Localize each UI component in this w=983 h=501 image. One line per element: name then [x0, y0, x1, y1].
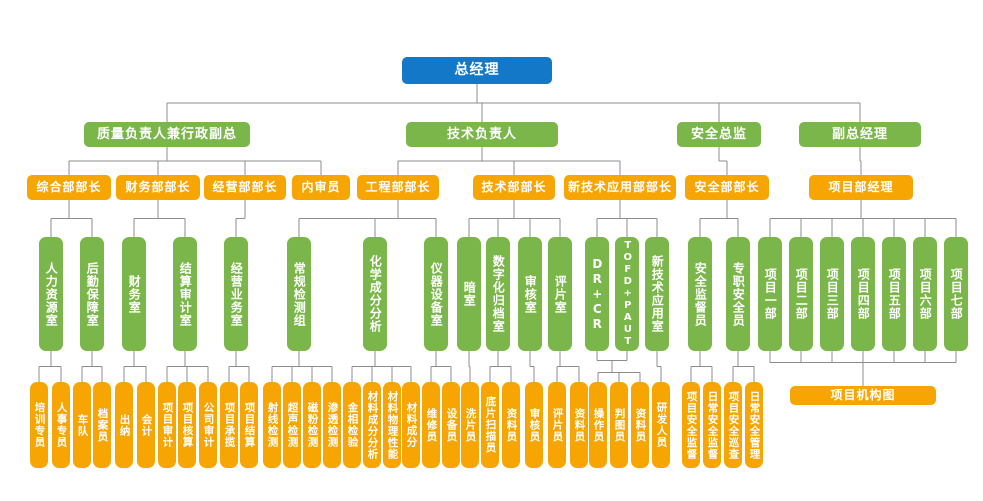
node-hr-office: 人力资源室 [39, 237, 63, 351]
node-project-safety-inspection: 项目安全巡查 [724, 382, 742, 468]
node-internal-auditor: 内审员 [292, 175, 350, 200]
node-project-dept-1: 项目一部 [758, 237, 782, 351]
node-data-clerk-2: 资料员 [570, 382, 588, 468]
node-motorcade: 车队 [73, 382, 91, 468]
node-data-clerk-1: 资料员 [502, 382, 520, 468]
node-project-accounting: 项目核算 [178, 382, 196, 468]
node-safety-supervisor: 安全监督员 [688, 237, 712, 351]
node-project-org-chart: 项目机构图 [790, 386, 936, 405]
node-review-office: 审核室 [518, 237, 542, 351]
node-new-tech-dept-head: 新技术应用部部长 [564, 175, 676, 200]
node-chemical-analysis: 化学成分分析 [363, 237, 387, 351]
node-technical-dept-head: 技术部部长 [473, 175, 555, 200]
node-pt-testing: 渗透检测 [323, 382, 341, 468]
node-routine-testing-group: 常规检测组 [287, 237, 311, 351]
node-tech-lead: 技术负责人 [406, 122, 558, 147]
node-archivist: 档案员 [93, 382, 111, 468]
node-project-dept-6: 项目六部 [913, 237, 937, 351]
node-darkroom: 暗室 [457, 237, 481, 351]
node-rd-staff: 研发人员 [652, 382, 670, 468]
node-project-audit: 项目审计 [158, 382, 176, 468]
node-deputy-gm: 副总经理 [799, 122, 921, 147]
node-accountant: 会计 [137, 382, 155, 468]
node-metallographic-inspection: 金相检验 [343, 382, 361, 468]
node-operator: 操作员 [589, 382, 607, 468]
node-finance-dept-head: 财务部部长 [116, 175, 200, 200]
node-film-scanner: 底片扫描员 [481, 382, 499, 468]
node-material-composition: 材料成分 [402, 382, 420, 468]
node-equipment-keeper: 设备员 [442, 382, 460, 468]
node-engineering-dept-head: 工程部部长 [357, 175, 439, 200]
node-hr-specialist: 人事专员 [52, 382, 70, 468]
node-rt-testing: 射线检测 [263, 382, 281, 468]
node-data-clerk-3: 资料员 [631, 382, 649, 468]
node-instrument-equipment-office: 仪器设备室 [424, 237, 448, 351]
node-project-dept-5: 项目五部 [882, 237, 906, 351]
node-reviewer: 审核员 [525, 382, 543, 468]
node-business-dept-head: 经营部部长 [204, 175, 286, 200]
node-material-composition-analysis: 材料成分分析 [363, 382, 381, 468]
node-quality-admin-vp: 质量负责人兼行政副总 [84, 122, 250, 147]
node-material-physical-properties: 材料物理性能 [383, 382, 401, 468]
node-ut-testing: 超声检测 [283, 382, 301, 468]
node-project-dept-4: 项目四部 [851, 237, 875, 351]
node-tofd-paut: TOFD+PAUT [615, 237, 639, 351]
node-project-contracting: 项目承揽 [220, 382, 238, 468]
node-logistics-office: 后勤保障室 [80, 237, 104, 351]
node-image-interpreter: 判图员 [610, 382, 628, 468]
node-company-audit: 公司审计 [199, 382, 217, 468]
node-maintenance-worker: 维修员 [422, 382, 440, 468]
node-film-developer: 洗片员 [461, 382, 479, 468]
node-dr-cr: DR+CR [585, 237, 609, 351]
node-new-tech-office: 新技术应用室 [645, 237, 669, 351]
node-dedicated-safety-officer: 专职安全员 [726, 237, 750, 351]
node-film-evaluator: 评片员 [548, 382, 566, 468]
node-cashier: 出纳 [115, 382, 133, 468]
node-project-dept-3: 项目三部 [820, 237, 844, 351]
node-film-eval-office: 评片室 [548, 237, 572, 351]
node-project-settlement: 项目结算 [240, 382, 258, 468]
node-mt-testing: 磁粉检测 [303, 382, 321, 468]
node-business-office: 经营业务室 [224, 237, 248, 351]
node-project-dept-2: 项目二部 [789, 237, 813, 351]
node-settlement-audit-office: 结算审计室 [173, 237, 197, 351]
node-training-specialist: 培训专员 [30, 382, 48, 468]
node-project-dept-manager: 项目部经理 [809, 175, 913, 200]
node-project-safety-supervision: 项目安全监督 [682, 382, 700, 468]
node-gm: 总经理 [402, 57, 552, 84]
node-finance-office: 财务室 [122, 237, 146, 351]
node-daily-safety-management: 日常安全管理 [745, 382, 763, 468]
node-daily-safety-supervision: 日常安全监督 [703, 382, 721, 468]
node-digital-archive-office: 数字化归档室 [486, 237, 510, 351]
node-general-dept-head: 综合部部长 [27, 175, 111, 200]
node-safety-dept-head: 安全部部长 [685, 175, 769, 200]
node-project-dept-7: 项目七部 [944, 237, 968, 351]
node-safety-director: 安全总监 [677, 122, 761, 147]
